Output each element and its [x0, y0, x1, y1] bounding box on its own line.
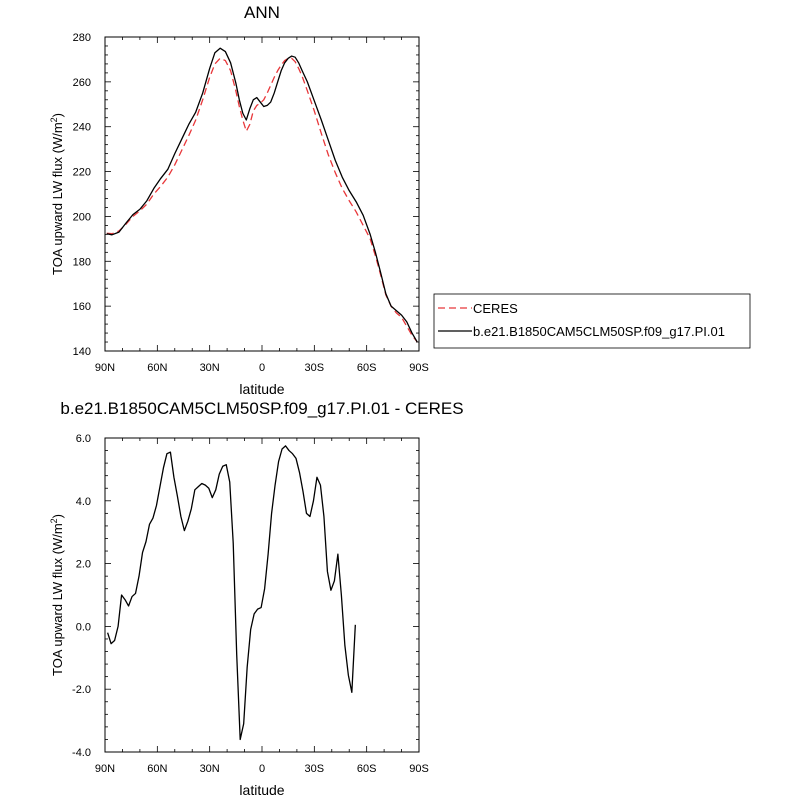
bottom-chart-title: b.e21.B1850CAM5CLM50SP.f09_g17.PI.01 - C…	[60, 399, 463, 418]
top-panel-tick-labels: 90N 60N 30N 0 30S 60S 90S 140 160 180 200 220 240 260…	[73, 32, 429, 374]
bottom-x-tick-label: 90N	[95, 763, 115, 775]
bottom-x-tick-label: 30S	[305, 763, 325, 775]
top-y-tick-label: 140	[73, 346, 91, 358]
bottom-plot-frame	[104, 437, 420, 753]
bottom-series-line-0	[107, 445, 356, 741]
bottom-y-tick-label: 0.0	[76, 621, 91, 633]
bottom-x-tick-label: 90S	[409, 763, 429, 775]
legend: CERES b.e21.B1850CAM5CLM50SP.f09_g17.PI.…	[433, 293, 751, 349]
top-y-tick-label: 260	[73, 77, 91, 89]
top-series-line-0	[106, 57, 418, 343]
top-x-tick-label: 60N	[147, 362, 167, 374]
top-y-axis-label: TOA upward LW flux (W/m2)	[49, 113, 65, 275]
legend-label-model: b.e21.B1850CAM5CLM50SP.f09_g17.PI.01	[473, 324, 725, 339]
top-y-tick-label: 160	[73, 301, 91, 313]
bottom-x-tick-label: 30N	[200, 763, 220, 775]
legend-label-ceres: CERES	[473, 301, 518, 316]
legend-box	[433, 293, 751, 349]
top-y-axis-label-close: )	[50, 113, 65, 117]
bottom-x-tick-label: 60S	[357, 763, 377, 775]
top-panel-series	[106, 47, 418, 343]
top-x-tick-label: 90N	[95, 362, 115, 374]
bottom-y-axis-label-close: )	[50, 514, 65, 518]
bottom-panel-tick-labels: 90N 60N 30N 0 30S 60S 90S -4.0 -2.0 0.0 2.0 4.0 6.0	[72, 433, 429, 775]
top-plot-frame	[104, 36, 420, 352]
bottom-y-tick-label: 6.0	[76, 433, 91, 445]
top-panel: ANN 90N 60N 30N 0 30S 60S 90S 140 160 180 200 220 24…	[49, 3, 751, 397]
top-x-axis-label: latitude	[239, 381, 284, 397]
bottom-x-tick-label: 60N	[147, 763, 167, 775]
top-y-tick-label: 200	[73, 211, 91, 223]
top-x-tick-label: 30S	[305, 362, 325, 374]
bottom-panel-series	[107, 445, 356, 741]
top-y-axis-label-main: TOA upward LW flux (W/m	[50, 122, 65, 275]
bottom-panel: b.e21.B1850CAM5CLM50SP.f09_g17.PI.01 - C…	[49, 399, 464, 798]
top-y-axis-label-superscript: 2	[49, 117, 59, 122]
bottom-panel-ticks	[104, 437, 420, 753]
top-chart-title: ANN	[244, 3, 280, 22]
bottom-y-tick-label: 4.0	[76, 496, 91, 508]
bottom-y-tick-label: -4.0	[72, 747, 91, 759]
top-series-line-1	[106, 47, 418, 343]
bottom-x-axis-label: latitude	[239, 782, 284, 798]
bottom-y-tick-label: 2.0	[76, 559, 91, 571]
top-x-tick-label: 0	[259, 362, 265, 374]
top-y-tick-label: 280	[73, 32, 91, 44]
top-x-tick-label: 60S	[357, 362, 377, 374]
top-y-tick-label: 220	[73, 167, 91, 179]
bottom-y-axis-label-superscript: 2	[49, 518, 59, 523]
bottom-y-tick-label: -2.0	[72, 684, 91, 696]
top-y-tick-label: 180	[73, 256, 91, 268]
bottom-y-axis-label: TOA upward LW flux (W/m2)	[49, 514, 65, 676]
top-x-tick-label: 30N	[200, 362, 220, 374]
bottom-x-tick-label: 0	[259, 763, 265, 775]
top-panel-ticks	[104, 36, 420, 352]
top-x-tick-label: 90S	[409, 362, 429, 374]
bottom-y-axis-label-main: TOA upward LW flux (W/m	[50, 523, 65, 676]
top-y-tick-label: 240	[73, 122, 91, 134]
